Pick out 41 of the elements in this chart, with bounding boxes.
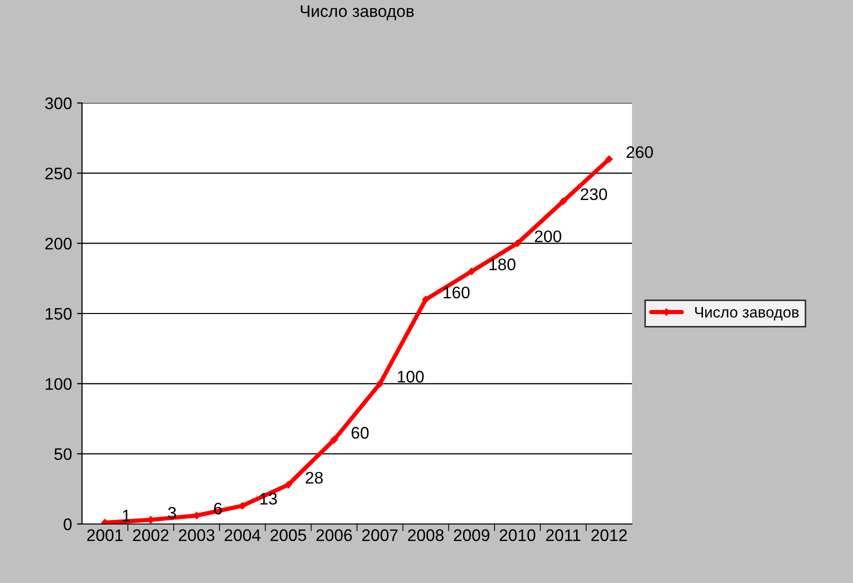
x-tick-label: 2005 [270, 529, 306, 542]
y-tick-label: 100 [46, 378, 72, 390]
y-tick-label: 0 [64, 518, 72, 530]
point [238, 502, 246, 510]
data-label: 100 [398, 370, 424, 383]
x-tick-label: 2003 [178, 529, 214, 542]
data-label: 200 [534, 230, 562, 242]
x-tick-label: 2006 [316, 529, 352, 542]
x-tick-label: 2011 [546, 529, 580, 542]
x-tick-label: 2002 [133, 529, 168, 542]
x-tick-label: 2009 [454, 529, 490, 542]
y-tick-label: 300 [45, 97, 72, 110]
point [376, 380, 384, 388]
y-tick-label: 200 [45, 238, 72, 250]
point [284, 481, 292, 488]
x-tick-label: 2001 [87, 529, 123, 542]
data-label: 160 [444, 286, 470, 298]
x-tick-label: 2012 [591, 529, 627, 542]
x-tick-label: 2008 [408, 529, 444, 542]
data-label: 1 [122, 510, 130, 522]
point [514, 240, 522, 247]
point [468, 268, 476, 276]
data-label: 28 [306, 472, 323, 484]
data-label: 180 [490, 258, 516, 270]
data-label: 3 [168, 506, 176, 519]
point [422, 296, 430, 304]
point [560, 198, 567, 205]
y-tick-label: 250 [45, 168, 72, 180]
y-tick-label: 150 [46, 308, 72, 320]
point [605, 155, 613, 163]
y-tick-label: 50 [54, 448, 72, 460]
x-tick-label: 2007 [362, 529, 398, 542]
data-label: 230 [580, 188, 608, 200]
legend-label: Число заводов [695, 306, 799, 320]
data-label: 60 [352, 426, 369, 439]
x-tick-label: 2010 [500, 529, 536, 542]
data-label: 260 [626, 146, 653, 158]
x-tick-label: 2004 [224, 529, 260, 542]
chart-title: Число заводов [300, 5, 414, 20]
data-label: 13 [260, 492, 277, 505]
point [330, 436, 338, 444]
